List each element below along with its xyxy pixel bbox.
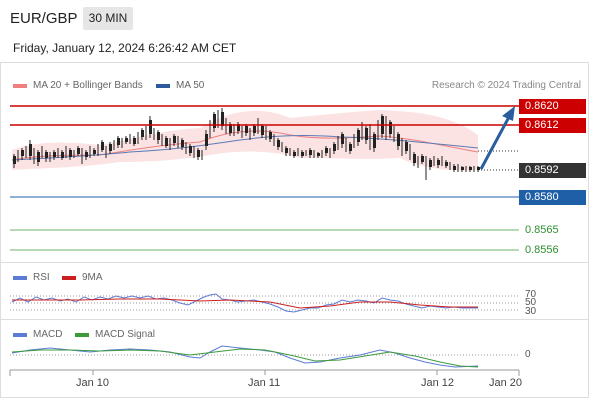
rsi-level-50: 50 — [525, 297, 537, 308]
legend-rsi-ma-label: 9MA — [82, 272, 103, 283]
legend-macd-label: MACD — [33, 329, 63, 340]
forecast-arrow-head — [502, 106, 515, 121]
macd-signal-line — [11, 348, 479, 368]
resistance-2-badge: 0.8612 — [519, 118, 586, 133]
legend-ma50: MA 50 — [156, 80, 204, 91]
ma50-swatch — [156, 83, 170, 88]
candles — [13, 108, 480, 180]
support-1-badge: 0.8580 — [519, 190, 586, 205]
ma20-swatch — [13, 83, 27, 88]
forecast-arrow-shaft — [479, 116, 511, 170]
legend-rsi-label: RSI — [33, 272, 50, 283]
interval-selector[interactable]: 30 MIN — [83, 7, 133, 30]
rsi-swatch — [13, 275, 27, 280]
resistance-1-badge: 0.8620 — [519, 99, 586, 114]
rsi-ma-line — [12, 298, 478, 309]
ma50-line — [11, 135, 479, 161]
date-label-4: Jan 20 — [489, 377, 523, 389]
macd-zero-label: 0 — [525, 349, 531, 360]
macd-panel-divider — [0, 319, 589, 320]
target-1-label: 0.8565 — [525, 224, 559, 236]
rsi-level-70: 70 — [525, 289, 537, 300]
chart-header: EUR/GBP 30 MIN — [0, 0, 590, 36]
rsi-panel-divider — [0, 262, 589, 263]
legend-ma50-label: MA 50 — [176, 80, 205, 91]
macd-signal-swatch — [75, 332, 89, 337]
rsi-level-30: 30 — [525, 306, 537, 317]
rsi-ma-swatch — [62, 275, 76, 280]
legend-rsi-ma: 9MA — [62, 272, 103, 283]
target-2-label: 0.8556 — [525, 244, 559, 256]
symbol-title: EUR/GBP — [10, 10, 78, 27]
current-price-badge: 0.8592 — [519, 163, 586, 178]
legend-ma20-label: MA 20 + Bollinger Bands — [33, 80, 143, 91]
legend-ma20: MA 20 + Bollinger Bands — [13, 80, 143, 91]
legend-macd-signal-label: MACD Signal — [95, 329, 156, 340]
legend-macd: MACD — [13, 329, 62, 340]
legend-rsi: RSI — [13, 272, 50, 283]
legend-macd-signal: MACD Signal — [75, 329, 155, 340]
date-label-2: Jan 11 — [248, 377, 281, 389]
date-label-3: Jan 12 — [421, 377, 455, 389]
date-label-1: Jan 10 — [76, 377, 110, 389]
timestamp: Friday, January 12, 2024 6:26:42 AM CET — [13, 41, 237, 55]
chart-frame — [0, 62, 589, 398]
macd-swatch — [13, 332, 27, 337]
credit-text: Research © 2024 Trading Central — [431, 80, 581, 91]
